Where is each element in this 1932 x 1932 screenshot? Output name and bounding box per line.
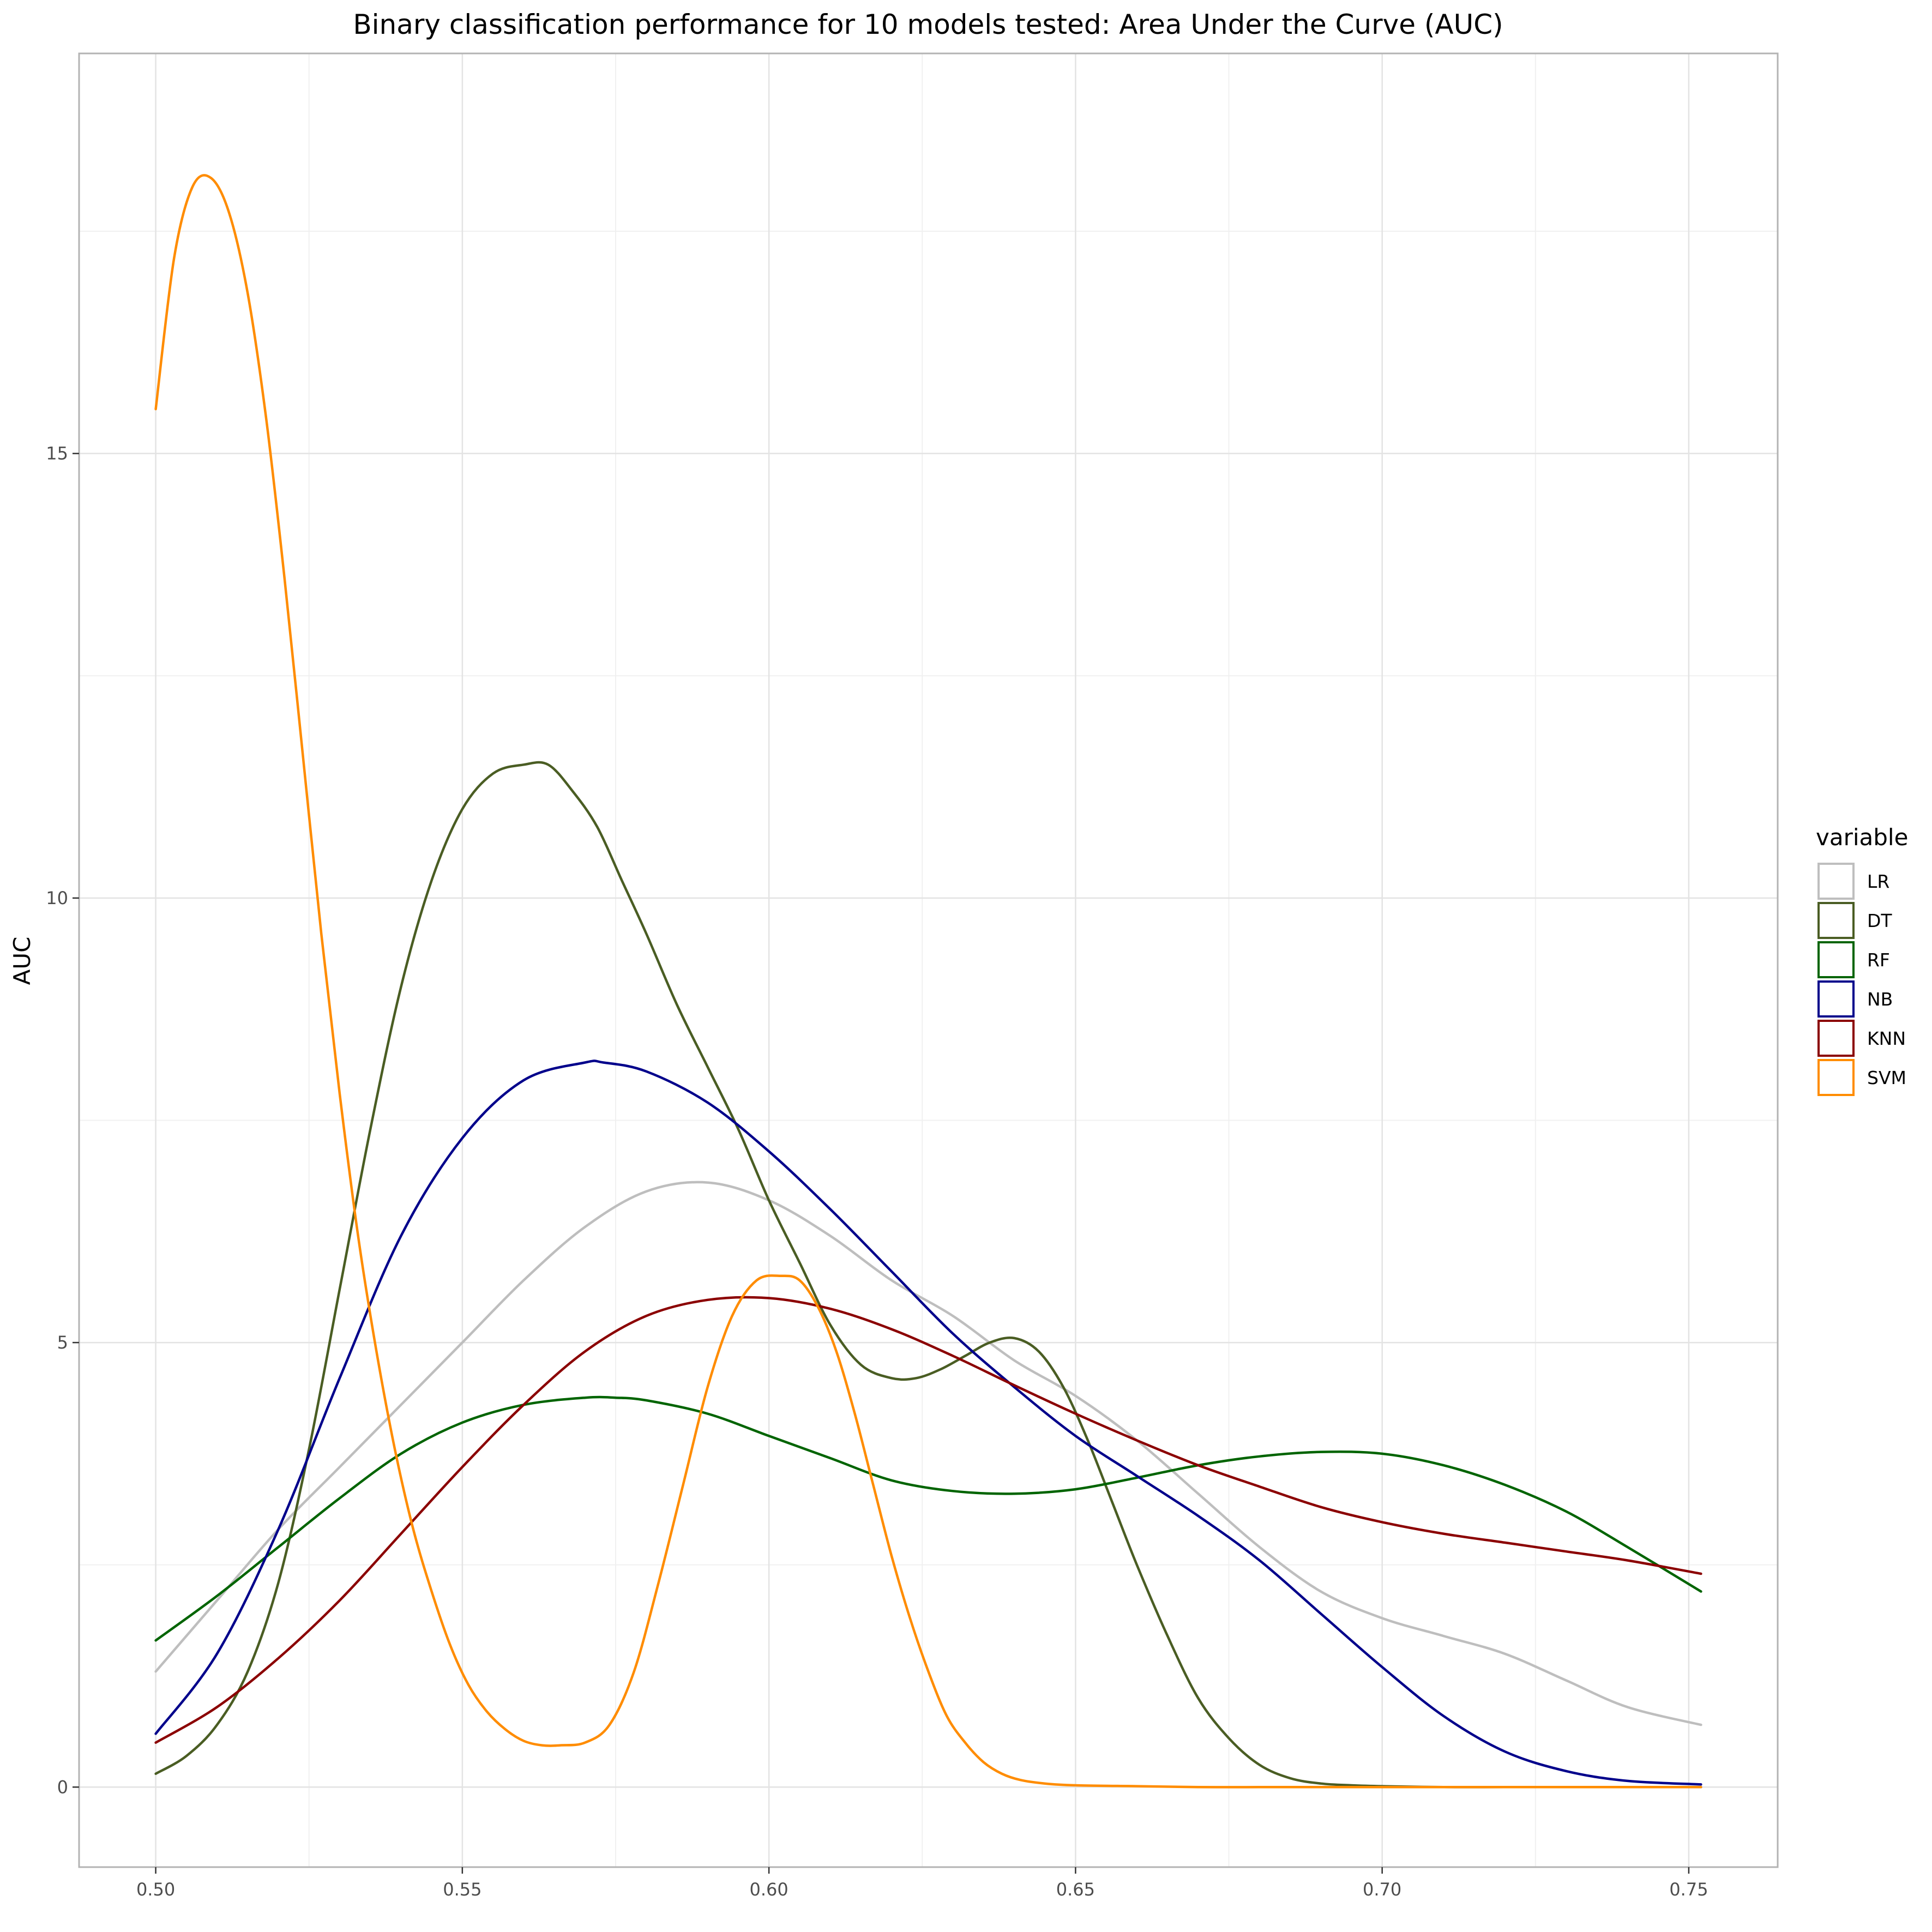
x-tick-label: 0.50 <box>136 1879 175 1900</box>
legend-item-svm: SVM <box>1817 1059 1906 1096</box>
legend-item-lr: LR <box>1817 863 1889 900</box>
legend-title: variable <box>1816 824 1908 851</box>
legend-label: NB <box>1867 989 1893 1010</box>
legend-label: RF <box>1867 949 1890 971</box>
legend-key-nb <box>1817 980 1855 1018</box>
y-tick-label: 15 <box>46 443 68 464</box>
y-axis-ticks: 0 5 10 15 <box>46 443 79 1797</box>
minor-gridlines <box>79 53 1778 1867</box>
panel-border <box>78 52 1779 1868</box>
legend-label: KNN <box>1867 1028 1906 1049</box>
legend-key-lr <box>1817 863 1855 900</box>
legend-key-rf <box>1817 941 1855 978</box>
x-tick-label: 0.65 <box>1056 1879 1095 1900</box>
y-tick-label: 10 <box>46 888 68 908</box>
series-line-knn <box>154 1296 1702 1744</box>
legend-key-svm <box>1817 1059 1855 1096</box>
series-line-lr <box>154 1181 1702 1726</box>
series-line-dt <box>154 761 1702 1789</box>
series-line-nb <box>154 1060 1702 1786</box>
panel-background <box>79 53 1778 1867</box>
x-tick-label: 0.70 <box>1363 1879 1401 1900</box>
chart-title: Binary classification performance for 10… <box>353 9 1503 40</box>
legend-key-dt <box>1817 902 1855 939</box>
legend-item-dt: DT <box>1817 902 1892 939</box>
legend-item-rf: RF <box>1817 941 1890 978</box>
legend-label: SVM <box>1867 1067 1906 1088</box>
legend-label: LR <box>1867 871 1889 892</box>
legend-item-nb: NB <box>1817 980 1893 1018</box>
y-tick-label: 0 <box>57 1777 68 1797</box>
major-gridlines <box>79 53 1778 1867</box>
y-axis-label: AUC <box>9 937 35 985</box>
legend-item-knn: KNN <box>1817 1020 1906 1057</box>
series-lines <box>154 174 1702 1789</box>
x-tick-label: 0.55 <box>443 1879 482 1900</box>
x-tick-label: 0.75 <box>1669 1879 1708 1900</box>
legend-label: DT <box>1867 910 1892 931</box>
x-axis-ticks: 0.50 0.55 0.60 0.65 0.70 0.75 <box>136 1867 1708 1900</box>
y-tick-label: 5 <box>57 1332 68 1353</box>
legend-key-knn <box>1817 1020 1855 1057</box>
legend: variable LR DT RF NB KNN SVM <box>1816 824 1908 1096</box>
series-line-svm <box>154 174 1702 1789</box>
x-tick-label: 0.60 <box>749 1879 788 1900</box>
series-line-rf <box>154 1395 1702 1642</box>
